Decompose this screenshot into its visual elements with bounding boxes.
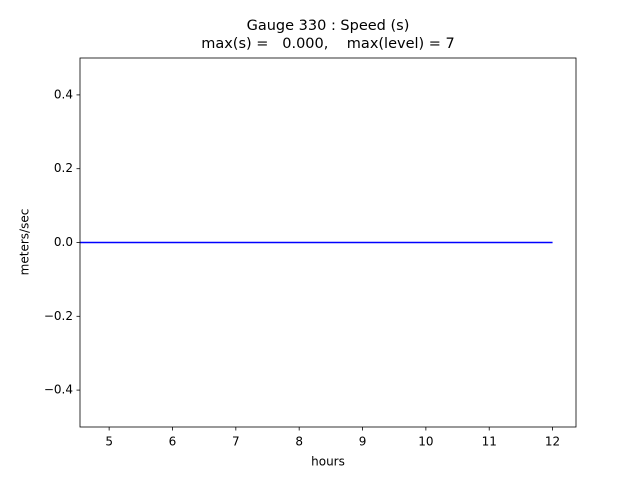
chart-title: Gauge 330 : Speed (s) [247, 18, 410, 34]
x-axis-label: hours [311, 455, 345, 469]
x-tick-label: 8 [295, 435, 303, 449]
y-tick-label: 0.0 [54, 235, 73, 249]
x-tick-label: 7 [232, 435, 240, 449]
x-tick-label: 9 [359, 435, 367, 449]
x-tick-label: 6 [169, 435, 177, 449]
x-tick-label: 10 [418, 435, 433, 449]
y-tick-label: 0.4 [54, 87, 73, 101]
y-tick-label: −0.4 [44, 383, 73, 397]
x-tick-label: 11 [482, 435, 497, 449]
x-tick-label: 12 [545, 435, 560, 449]
y-tick-label: 0.2 [54, 161, 73, 175]
chart-subtitle: max(s) = 0.000, max(level) = 7 [201, 36, 455, 52]
plot-frame [79, 57, 577, 428]
y-axis-label: meters/sec [18, 209, 32, 276]
x-tick-label: 5 [105, 435, 113, 449]
y-tick-label: −0.2 [44, 309, 73, 323]
